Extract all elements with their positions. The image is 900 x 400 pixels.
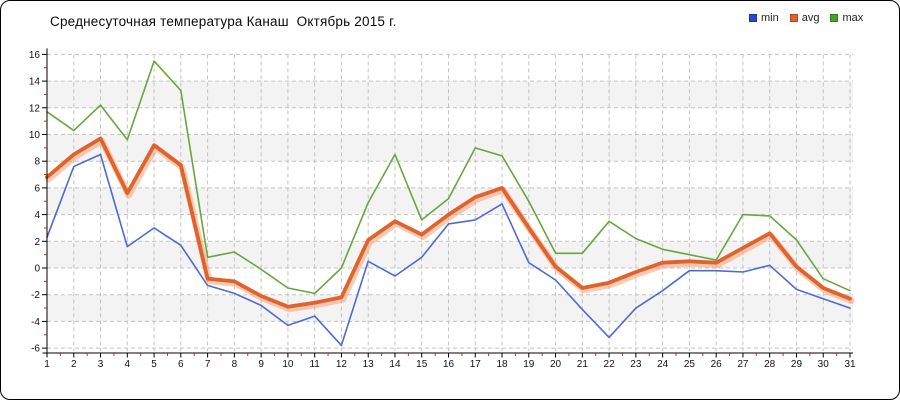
x-tick-label: 11 <box>309 359 320 370</box>
x-tick-label: 22 <box>604 359 616 370</box>
chart-legend: min avg max <box>749 12 863 24</box>
x-tick-label: 9 <box>258 359 264 370</box>
legend-label-min: min <box>761 12 779 24</box>
legend-label-max: max <box>842 12 864 24</box>
y-axis-ticks: -6 -4 -2 0 2 4 6 8 10 12 14 16 <box>29 50 47 355</box>
y-tick-label: 8 <box>34 157 40 168</box>
y-tick-label: 12 <box>29 103 41 114</box>
avg-swatch-icon <box>789 14 798 22</box>
y-tick-label: 6 <box>34 183 40 194</box>
y-tick-label: 0 <box>34 264 40 275</box>
x-tick-label: 23 <box>630 359 642 370</box>
gridlines <box>47 53 853 352</box>
x-tick-label: 18 <box>496 359 508 370</box>
x-tick-label: 15 <box>416 359 428 370</box>
y-tick-label: 4 <box>34 210 40 221</box>
legend-item-max: max <box>830 12 863 24</box>
x-tick-label: 27 <box>737 359 749 370</box>
max-series-line <box>46 60 851 295</box>
x-tick-label: 4 <box>125 359 131 370</box>
y-tick-label: -6 <box>31 344 40 355</box>
y-tick-label: 16 <box>29 50 41 61</box>
plot-bands <box>47 81 853 322</box>
x-tick-label: 16 <box>443 359 455 370</box>
avg-series-halo <box>45 137 855 313</box>
chart-title: Среднесуточная температура Канаш Октябрь… <box>50 14 397 29</box>
x-axis-ticks: 1 2 3 4 5 6 7 8 9 10 11 12 13 14 15 16 17 18 19 20 21 22 23 24 2… <box>44 353 856 370</box>
x-tick-label: 3 <box>98 359 104 370</box>
y-tick-label: -2 <box>31 290 40 301</box>
x-tick-label: 6 <box>178 359 184 370</box>
x-tick-label: 7 <box>205 359 211 370</box>
x-tick-label: 1 <box>44 359 50 370</box>
min-series-line <box>46 153 851 347</box>
x-tick-label: 24 <box>657 359 669 370</box>
x-tick-label: 30 <box>818 359 830 370</box>
legend-item-min: min <box>749 12 779 24</box>
legend-item-avg: avg <box>789 12 820 24</box>
min-swatch-icon <box>749 14 757 22</box>
y-tick-label: -4 <box>31 317 40 328</box>
x-tick-label: 13 <box>363 359 375 370</box>
x-tick-label: 8 <box>232 359 238 370</box>
x-tick-label: 28 <box>764 359 776 370</box>
x-tick-label: 26 <box>711 359 723 370</box>
x-tick-label: 2 <box>71 359 77 370</box>
x-tick-label: 25 <box>684 359 696 370</box>
x-tick-label: 31 <box>844 359 856 370</box>
x-tick-label: 20 <box>550 359 562 370</box>
y-tick-label: 14 <box>29 77 41 88</box>
axes <box>42 48 853 354</box>
y-tick-label: 10 <box>29 130 41 141</box>
x-tick-label: 19 <box>523 359 535 370</box>
x-tick-label: 12 <box>336 359 348 370</box>
x-tick-label: 21 <box>577 359 589 370</box>
x-tick-label: 14 <box>389 359 401 370</box>
avg-series-line <box>45 136 852 309</box>
x-tick-label: 5 <box>151 359 157 370</box>
legend-label-avg: avg <box>801 12 820 24</box>
max-swatch-icon <box>830 14 839 22</box>
y-tick-label: 2 <box>34 237 40 248</box>
x-tick-label: 29 <box>791 359 803 370</box>
x-tick-label: 10 <box>282 359 294 370</box>
x-tick-label: 17 <box>470 359 482 370</box>
